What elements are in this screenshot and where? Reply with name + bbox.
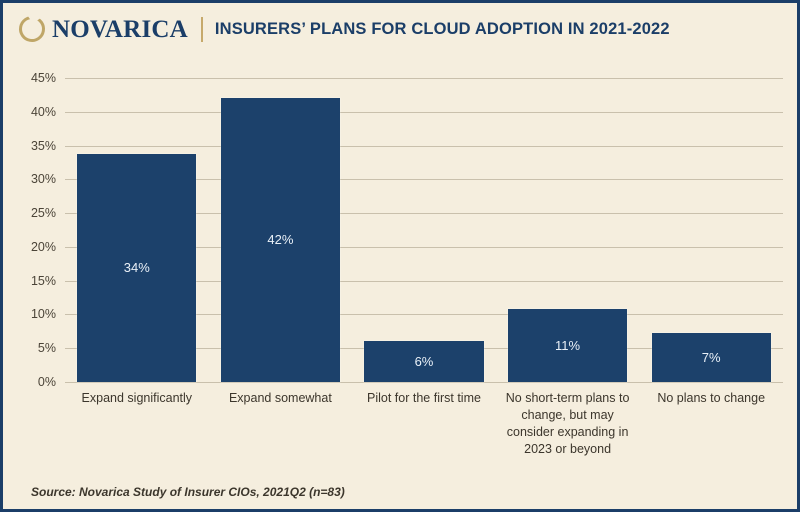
bar-group: 6% (352, 78, 496, 382)
x-axis-category-line: No plans to change (657, 391, 766, 405)
x-axis-category-label: Expand somewhat (209, 390, 353, 407)
bar-value-label: 11% (555, 337, 581, 353)
x-axis-category-line: change, but may (521, 408, 614, 422)
gridline: 45% (31, 71, 783, 85)
bar[interactable]: 7% (651, 333, 771, 382)
y-axis-tick-label: 20% (30, 239, 56, 254)
bar-value-label: 34% (123, 259, 150, 275)
bar-series: 34% 42% 6% 11% 7% (65, 78, 783, 382)
gridline: 15% (31, 274, 783, 288)
gridline: 20% (31, 240, 783, 254)
x-axis-category-line: consider expanding in (506, 425, 629, 439)
x-axis-category-label: Expand significantly (65, 390, 209, 407)
x-axis-category-line: No short-term plans to (505, 391, 630, 405)
y-axis-tick-label: 0% (37, 375, 56, 389)
bar[interactable]: 42% (220, 97, 340, 382)
x-axis-category-line: Expand somewhat (228, 391, 332, 405)
bar-group: 7% (639, 78, 783, 382)
y-axis-tick-label: 5% (37, 341, 56, 356)
x-axis-category-line: Pilot for the first time (367, 391, 481, 405)
page-header: NOVARICA INSURERS’ PLANS FOR CLOUD ADOPT… (3, 3, 797, 55)
bar[interactable]: 11% (508, 309, 628, 382)
header-divider (200, 16, 203, 42)
source-note: Source: Novarica Study of Insurer CIOs, … (31, 485, 345, 499)
bar-group: 34% (65, 78, 209, 382)
gridline: 35% (31, 139, 783, 153)
y-axis-tick-label: 35% (30, 138, 56, 153)
gridline: 0% (38, 375, 783, 389)
gridline: 30% (31, 172, 783, 186)
y-axis-tick-label: 40% (30, 104, 56, 119)
bar-group: 11% (496, 78, 640, 382)
x-axis-category-line: Expand significantly (81, 391, 193, 405)
y-axis-tick-label: 15% (30, 273, 56, 288)
gridline: 10% (31, 307, 783, 321)
bar-value-label: 6% (414, 353, 434, 369)
y-axis-tick-label: 10% (30, 307, 56, 322)
gridline: 25% (31, 206, 783, 220)
bar-group: 42% (209, 78, 353, 382)
gridline: 40% (31, 105, 783, 119)
brand-wordmark: NOVARICA (52, 15, 188, 43)
bar-value-label: 7% (701, 349, 721, 365)
x-axis-category-label: No plans to change (639, 390, 783, 407)
x-axis-category-label: No short-term plans to change, but may con… (496, 390, 640, 458)
open-circle-ring-icon (13, 10, 51, 48)
plot-area: 0% 5% 10% 15% 20% 25% 30% 35% 40% 45% 34% 42% 6% 11%… (31, 71, 783, 456)
bar-chart: 0% 5% 10% 15% 20% 25% 30% 35% 40% 45% 34% 42% 6% 11%… (3, 55, 797, 509)
bar[interactable]: 6% (364, 341, 484, 382)
bar-value-label: 42% (267, 231, 294, 247)
x-axis-category-line: 2023 or beyond (524, 442, 612, 456)
y-axis-tick-label: 45% (30, 71, 56, 85)
page-title: INSURERS’ PLANS FOR CLOUD ADOPTION IN 20… (214, 19, 670, 38)
y-axis-tick-label: 25% (30, 206, 56, 221)
x-axis-category-label: Pilot for the first time (352, 390, 496, 407)
bar[interactable]: 34% (77, 153, 197, 382)
y-axis-tick-label: 30% (30, 172, 56, 187)
